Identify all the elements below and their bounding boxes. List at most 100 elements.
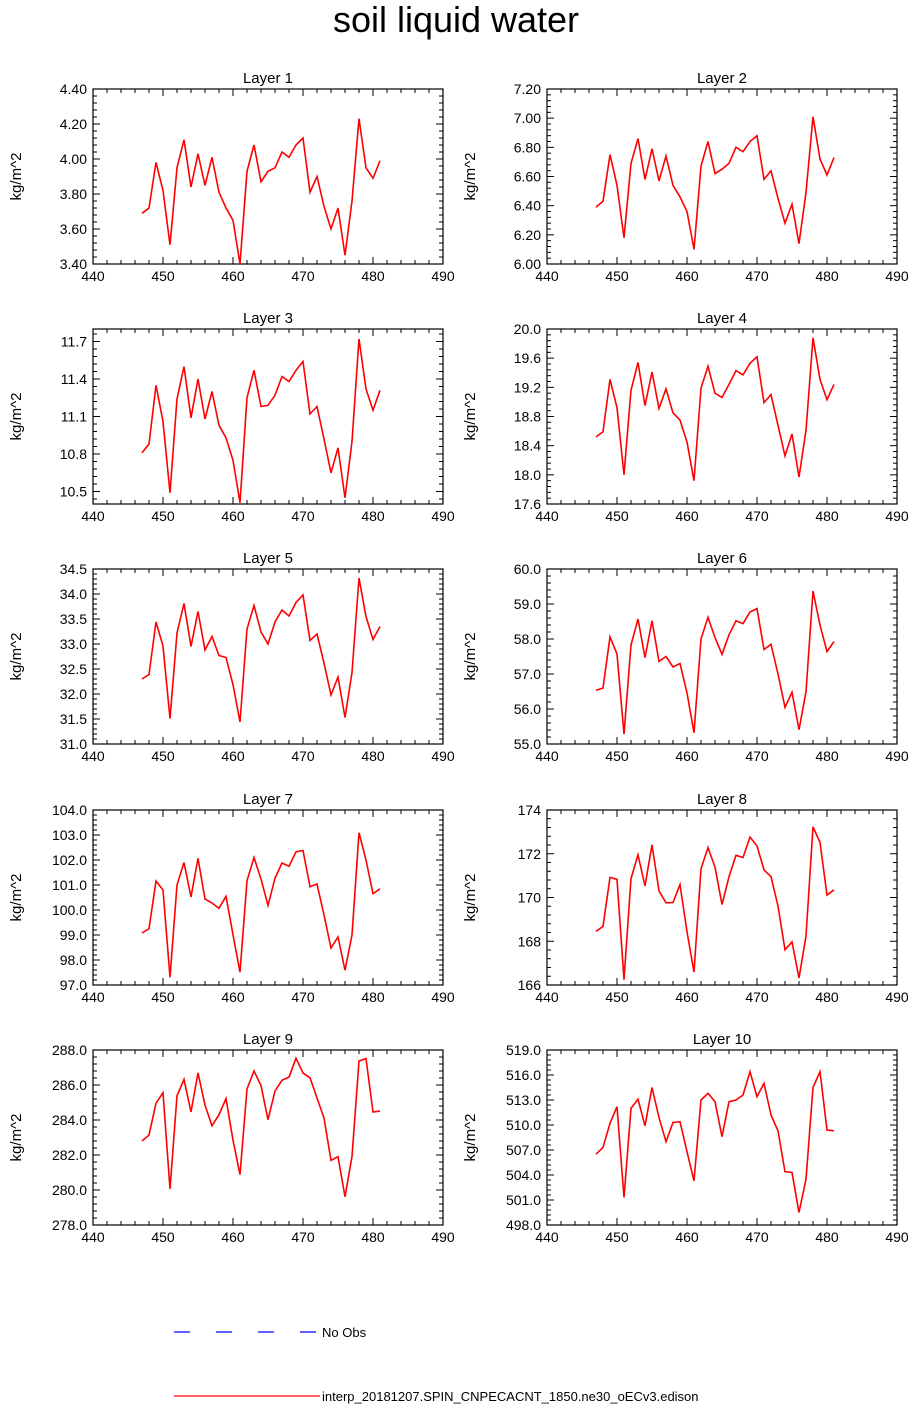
y-tick-label: 3.80 <box>60 186 87 202</box>
y-tick-label: 102.0 <box>52 852 87 868</box>
x-tick-label: 470 <box>291 748 315 764</box>
y-tick-label: 7.00 <box>514 110 541 126</box>
series-line <box>595 826 835 980</box>
plot-frame <box>546 809 898 986</box>
plot-frame <box>92 568 444 745</box>
y-tick-label: 6.80 <box>514 139 541 155</box>
x-tick-label: 470 <box>291 989 315 1005</box>
plot-frame <box>92 809 444 986</box>
series-line <box>595 337 835 481</box>
x-tick-label: 470 <box>745 748 769 764</box>
y-tick-label: 59.0 <box>514 596 541 612</box>
x-tick-label: 450 <box>151 748 175 764</box>
x-tick-label: 440 <box>81 268 105 284</box>
y-tick-label: 20.0 <box>514 321 541 337</box>
y-tick-label: 104.0 <box>52 802 87 818</box>
y-tick-label: 33.0 <box>60 636 87 652</box>
y-tick-label: 498.0 <box>506 1217 541 1233</box>
x-tick-label: 470 <box>745 508 769 524</box>
y-tick-label: 11.4 <box>61 371 87 387</box>
x-tick-label: 460 <box>675 1229 699 1245</box>
x-tick-label: 440 <box>535 748 559 764</box>
x-tick-label: 490 <box>431 508 455 524</box>
y-tick-label: 6.60 <box>514 169 541 185</box>
x-tick-label: 440 <box>535 508 559 524</box>
y-tick-label: 32.5 <box>60 661 87 677</box>
y-tick-label: 11.7 <box>61 334 87 350</box>
x-tick-label: 460 <box>221 508 245 524</box>
y-axis-label: kg/m^2 <box>8 153 25 201</box>
y-tick-label: 98.0 <box>60 952 87 968</box>
x-tick-label: 450 <box>605 508 629 524</box>
x-tick-label: 490 <box>431 989 455 1005</box>
y-tick-label: 516.0 <box>506 1067 541 1083</box>
x-tick-label: 470 <box>291 268 315 284</box>
x-tick-label: 450 <box>605 989 629 1005</box>
y-tick-label: 4.20 <box>60 116 87 132</box>
y-tick-label: 10.8 <box>60 446 87 462</box>
x-tick-label: 450 <box>605 748 629 764</box>
plot-frame <box>92 1049 444 1226</box>
x-tick-label: 480 <box>815 1229 839 1245</box>
chart-title: Layer 3 <box>243 310 293 327</box>
x-tick-label: 490 <box>885 508 909 524</box>
chart-title: Layer 8 <box>697 791 747 808</box>
y-axis-label: kg/m^2 <box>8 633 25 681</box>
x-tick-label: 440 <box>81 989 105 1005</box>
y-tick-label: 18.4 <box>514 438 541 454</box>
legend-model-line <box>174 1395 320 1397</box>
y-tick-label: 19.6 <box>514 350 541 366</box>
y-tick-label: 33.5 <box>60 611 87 627</box>
chart-title: Layer 6 <box>697 550 747 567</box>
y-tick-label: 504.0 <box>506 1167 541 1183</box>
layer-chart-1: Layer 1 kg/m^2 440 450 460 470 480 490 3.40 3.60 3… <box>8 70 455 284</box>
y-tick-label: 31.5 <box>60 711 87 727</box>
y-tick-label: 507.0 <box>506 1142 541 1158</box>
y-tick-label: 7.20 <box>514 81 541 97</box>
y-tick-label: 501.0 <box>506 1192 541 1208</box>
x-tick-label: 470 <box>291 1229 315 1245</box>
x-tick-label: 490 <box>885 748 909 764</box>
plot-frame <box>546 88 898 265</box>
y-tick-label: 32.0 <box>60 686 87 702</box>
y-axis-label: kg/m^2 <box>8 874 25 922</box>
y-axis-label: kg/m^2 <box>462 633 479 681</box>
y-axis-label: kg/m^2 <box>462 153 479 201</box>
y-tick-label: 10.5 <box>60 484 87 500</box>
y-tick-label: 101.0 <box>52 877 87 893</box>
plot-frame <box>546 1049 898 1226</box>
x-tick-label: 440 <box>535 989 559 1005</box>
layer-chart-5: Layer 5 kg/m^2 440 450 460 470 480 490 31.0 31.5 3… <box>8 550 455 764</box>
y-tick-label: 58.0 <box>514 631 541 647</box>
x-tick-label: 450 <box>151 268 175 284</box>
x-tick-label: 450 <box>605 268 629 284</box>
y-tick-label: 3.60 <box>60 221 87 237</box>
layer-chart-4: Layer 4 kg/m^2 440 450 460 470 480 490 17.6 18.0 1… <box>462 310 909 524</box>
plot-frame <box>92 88 444 265</box>
x-tick-label: 440 <box>81 1229 105 1245</box>
chart-title: Layer 2 <box>697 70 747 87</box>
x-tick-label: 480 <box>815 268 839 284</box>
legend-no-obs-line <box>174 1331 320 1333</box>
chart-title: Layer 9 <box>243 1031 293 1048</box>
x-tick-label: 480 <box>361 989 385 1005</box>
y-tick-label: 513.0 <box>506 1092 541 1108</box>
x-tick-label: 470 <box>745 268 769 284</box>
x-tick-label: 480 <box>361 748 385 764</box>
y-tick-label: 288.0 <box>52 1042 87 1058</box>
legend-model-label: interp_20181207.SPIN_CNPECACNT_1850.ne30… <box>322 1389 699 1404</box>
layer-chart-3: Layer 3 kg/m^2 440 450 460 470 480 490 10.5 10.8 1… <box>8 310 455 524</box>
x-tick-label: 470 <box>745 1229 769 1245</box>
x-tick-label: 440 <box>81 748 105 764</box>
y-tick-label: 280.0 <box>52 1182 87 1198</box>
x-tick-label: 490 <box>885 268 909 284</box>
x-tick-label: 490 <box>431 748 455 764</box>
y-tick-label: 278.0 <box>52 1217 87 1233</box>
chart-title: Layer 10 <box>693 1031 751 1048</box>
y-tick-label: 168 <box>518 933 542 949</box>
y-tick-label: 103.0 <box>52 827 87 843</box>
y-tick-label: 6.20 <box>514 227 541 243</box>
x-tick-label: 480 <box>361 268 385 284</box>
y-tick-label: 510.0 <box>506 1117 541 1133</box>
